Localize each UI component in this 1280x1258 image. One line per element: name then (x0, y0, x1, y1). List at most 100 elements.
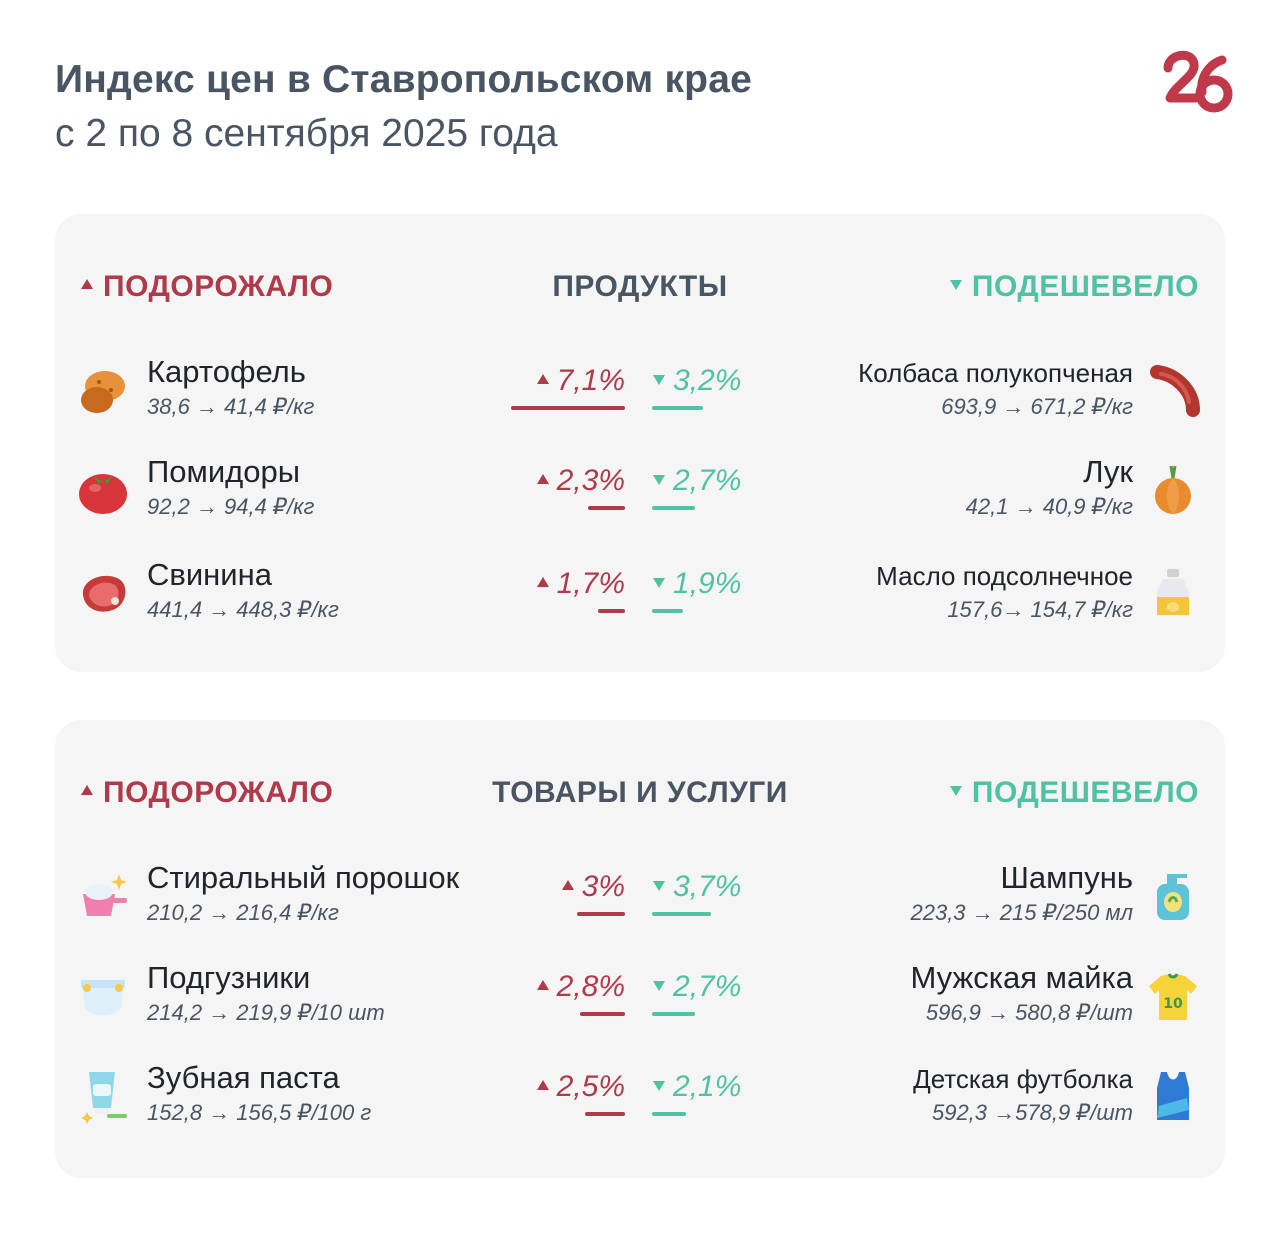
triangle-up-icon (561, 880, 574, 890)
increase-percent: 2,8% (536, 970, 625, 1004)
decrease-percent: 2,7% (653, 464, 741, 498)
triangle-down-icon (653, 981, 665, 991)
triangle-up-icon (81, 279, 93, 290)
decrease-value: 2,7% (673, 970, 742, 1003)
price-down-label: ПОДЕШЕВЕЛО (971, 270, 1199, 303)
page-title: Индекс цен в Ставропольском крае (55, 58, 752, 101)
price-up-label: ПОДОРОЖАЛО (103, 776, 334, 809)
triangle-down-icon (949, 786, 962, 797)
increase-percent: 3% (561, 870, 625, 904)
item-name: Мужская майка (910, 960, 1134, 995)
increase-bar (511, 406, 625, 410)
decrease-value: 3,7% (673, 870, 742, 903)
page-subtitle: с 2 по 8 сентября 2025 года (55, 112, 558, 155)
decrease-bar (652, 1012, 696, 1016)
price-row: Зубная паста 152,8 → 156,5 ₽/100 г 2,5% 2,1… (55, 1060, 1225, 1130)
price-down-header: ПОДЕШЕВЕЛО (949, 270, 1199, 304)
increase-percent: 2,5% (536, 1070, 625, 1104)
diaper-icon (75, 968, 131, 1024)
decrease-bar (652, 609, 683, 613)
triangle-down-icon (653, 881, 665, 891)
item-name: Масло подсолнечное (876, 561, 1133, 591)
decrease-percent: 1,9% (653, 567, 741, 601)
logo-26 (1162, 48, 1234, 114)
price-row: Помидоры 92,2 → 94,4 ₽/кг 2,3% 2,7% Лук 42,1 … (55, 454, 1225, 524)
toothpaste-icon (75, 1068, 131, 1124)
item-price: 38,6 → 41,4 ₽/кг (147, 394, 315, 419)
triangle-up-icon (536, 474, 549, 484)
item-price: 214,2 → 219,9 ₽/10 шт (147, 1000, 385, 1025)
decrease-value: 2,1% (673, 1070, 742, 1103)
decrease-bar (652, 406, 704, 410)
products-card: ПРОДУКТЫ ПОДОРОЖАЛО ПОДЕШЕВЕЛО Картофель… (55, 214, 1225, 672)
increase-value: 3% (581, 870, 625, 903)
tank-top-icon (1145, 1068, 1201, 1124)
price-row: Стиральный порошок 210,2 → 216,4 ₽/кг 3% 3,… (55, 860, 1225, 930)
triangle-up-icon (536, 1080, 549, 1090)
triangle-down-icon (653, 1081, 665, 1091)
increase-value: 2,8% (556, 970, 625, 1003)
decrease-percent: 3,2% (653, 364, 741, 398)
decrease-value: 1,9% (673, 567, 742, 600)
triangle-up-icon (536, 577, 549, 587)
price-up-header: ПОДОРОЖАЛО (81, 776, 333, 810)
increase-percent: 1,7% (536, 567, 625, 601)
item-price: 152,8 → 156,5 ₽/100 г (147, 1100, 372, 1125)
price-row: Свинина 441,4 → 448,3 ₽/кг 1,7% 1,9% Масло п… (55, 557, 1225, 627)
triangle-down-icon (653, 375, 665, 385)
triangle-up-icon (81, 785, 93, 796)
decrease-bar (652, 506, 696, 510)
item-name: Свинина (147, 557, 272, 592)
oil-bottle-icon (1145, 565, 1201, 621)
decrease-bar (652, 912, 712, 916)
price-down-label: ПОДЕШЕВЕЛО (971, 776, 1199, 809)
decrease-percent: 3,7% (653, 870, 741, 904)
decrease-percent: 2,7% (653, 970, 741, 1004)
increase-bar (588, 506, 625, 510)
increase-value: 1,7% (556, 567, 625, 600)
item-price: 42,1 → 40,9 ₽/кг (965, 494, 1133, 519)
sausage-icon (1145, 362, 1201, 418)
item-name: Лук (1083, 454, 1133, 489)
increase-bar (584, 1112, 625, 1116)
item-price: 441,4 → 448,3 ₽/кг (147, 597, 339, 622)
price-row: Подгузники 214,2 → 219,9 ₽/10 шт 2,8% 2,7% М… (55, 960, 1225, 1030)
price-up-label: ПОДОРОЖАЛО (103, 270, 334, 303)
triangle-down-icon (653, 578, 665, 588)
item-price: 596,9 → 580,8 ₽/шт (925, 1000, 1133, 1025)
triangle-down-icon (653, 475, 665, 485)
decrease-value: 2,7% (673, 464, 742, 497)
item-name: Помидоры (147, 454, 301, 489)
increase-value: 2,3% (556, 464, 625, 497)
increase-bar (576, 912, 625, 916)
section-title: ПРОДУКТЫ (552, 270, 728, 303)
item-name: Зубная паста (147, 1060, 340, 1095)
item-price: 592,3 →578,9 ₽/шт (931, 1100, 1133, 1125)
svg-text:10: 10 (1163, 996, 1183, 1012)
decrease-percent: 2,1% (653, 1070, 741, 1104)
triangle-up-icon (536, 374, 549, 384)
increase-value: 7,1% (556, 364, 625, 397)
increase-bar (597, 609, 625, 613)
increase-bar (580, 1012, 625, 1016)
item-price: 157,6→ 154,7 ₽/кг (947, 597, 1133, 622)
decrease-value: 3,2% (673, 364, 742, 397)
potato-icon (75, 362, 131, 418)
triangle-down-icon (949, 280, 962, 291)
increase-value: 2,5% (556, 1070, 625, 1103)
item-price: 92,2 → 94,4 ₽/кг (147, 494, 315, 519)
item-name: Картофель (147, 354, 306, 389)
detergent-icon (75, 868, 131, 924)
increase-percent: 7,1% (536, 364, 625, 398)
increase-percent: 2,3% (536, 464, 625, 498)
item-price: 693,9 → 671,2 ₽/кг (941, 394, 1133, 419)
item-price: 223,3 → 215 ₽/250 мл (910, 900, 1133, 925)
decrease-bar (652, 1112, 686, 1116)
item-name: Детская футболка (913, 1064, 1133, 1094)
item-name: Подгузники (147, 960, 311, 995)
item-name: Колбаса полукопченая (858, 358, 1133, 388)
jersey-icon: 10 (1145, 968, 1201, 1024)
onion-icon (1145, 462, 1201, 518)
price-row: Картофель 38,6 → 41,4 ₽/кг 7,1% 3,2% Колбаса… (55, 354, 1225, 424)
shampoo-icon (1145, 868, 1201, 924)
